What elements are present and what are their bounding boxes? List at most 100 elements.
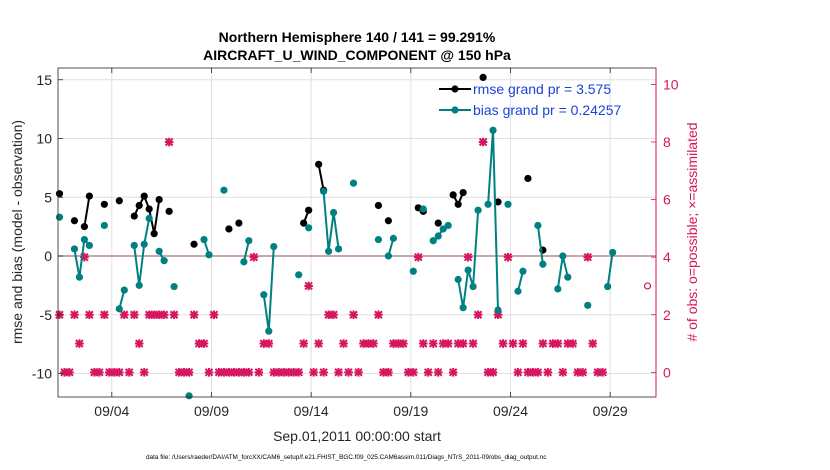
obs-assimilated-marker bbox=[169, 310, 179, 320]
y-tick-label-right: 2 bbox=[663, 307, 671, 323]
obs-assimilated-marker bbox=[438, 339, 448, 348]
legend-rmse-marker bbox=[451, 85, 459, 93]
obs-assimilated-marker bbox=[239, 368, 249, 377]
bias-point bbox=[265, 327, 273, 335]
obs-assimilated-marker bbox=[528, 368, 538, 377]
obs-assimilated-marker bbox=[389, 339, 398, 348]
bias-point bbox=[135, 281, 143, 289]
bias-point bbox=[474, 206, 482, 214]
obs-assimilated-marker bbox=[468, 339, 478, 348]
obs-assimilated-marker bbox=[139, 368, 149, 377]
legend-rmse-label: rmse grand pr = 3.575 bbox=[473, 81, 611, 97]
obs-assimilated-marker bbox=[588, 339, 598, 348]
obs-assimilated-marker bbox=[349, 310, 358, 320]
obs-assimilated-marker bbox=[60, 368, 69, 377]
obs-assimilated-marker bbox=[334, 368, 343, 377]
rmse-point bbox=[235, 219, 243, 227]
obs-assimilated-marker bbox=[473, 310, 483, 320]
x-tick-label: 09/09 bbox=[194, 403, 229, 419]
rmse-point bbox=[100, 200, 108, 208]
bias-line-segment bbox=[322, 191, 340, 252]
y-tick-label-right: 6 bbox=[663, 192, 671, 208]
obs-assimilated-marker bbox=[274, 368, 284, 377]
y-tick-label-right: 8 bbox=[663, 134, 671, 150]
bias-point bbox=[409, 267, 417, 275]
bias-point bbox=[100, 221, 108, 230]
obs-assimilated-marker bbox=[463, 252, 473, 262]
obs-assimilated-marker bbox=[124, 368, 134, 377]
obs-assimilated-marker bbox=[234, 368, 244, 377]
rmse-point bbox=[150, 230, 158, 238]
rmse-point bbox=[459, 188, 467, 197]
obs-assimilated-marker bbox=[224, 368, 234, 377]
rmse-point bbox=[315, 160, 323, 168]
rmse-point bbox=[55, 190, 64, 198]
obs-assimilated-marker bbox=[498, 339, 508, 348]
bias-point bbox=[454, 275, 462, 284]
obs-assimilated-marker bbox=[80, 252, 89, 262]
bias-point bbox=[609, 248, 617, 257]
rmse-point bbox=[190, 240, 198, 248]
bias-point bbox=[374, 235, 383, 244]
obs-assimilated-marker bbox=[194, 339, 204, 348]
obs-assimilated-marker bbox=[179, 368, 189, 377]
bias-point bbox=[260, 291, 268, 299]
obs-assimilated-marker bbox=[394, 339, 403, 348]
obs-assimilated-marker bbox=[593, 368, 602, 377]
series-layer bbox=[55, 73, 617, 400]
obs-assimilated-marker bbox=[329, 310, 338, 320]
obs-assimilated-marker bbox=[453, 339, 463, 348]
bias-point bbox=[245, 237, 253, 245]
bias-point bbox=[519, 267, 527, 275]
bias-point bbox=[489, 126, 497, 134]
rmse-point bbox=[479, 73, 487, 81]
bias-point bbox=[554, 285, 562, 293]
obs-assimilated-marker bbox=[209, 310, 219, 320]
obs-assimilated-marker bbox=[244, 368, 254, 377]
obs-assimilated-marker bbox=[409, 368, 418, 377]
rmse-point bbox=[384, 217, 392, 225]
obs-assimilated-marker bbox=[518, 339, 528, 348]
bias-point bbox=[559, 252, 567, 260]
obs-assimilated-marker bbox=[354, 368, 363, 377]
obs-assimilated-marker bbox=[219, 368, 229, 377]
obs-assimilated-marker bbox=[404, 368, 413, 377]
bias-point bbox=[200, 235, 208, 244]
obs-assimilated-marker bbox=[543, 368, 553, 377]
obs-assimilated-marker bbox=[164, 137, 174, 147]
obs-assimilated-marker bbox=[458, 339, 468, 348]
obs-assimilated-marker bbox=[433, 368, 443, 377]
obs-assimilated-marker bbox=[110, 368, 119, 377]
obs-assimilated-marker bbox=[523, 368, 533, 377]
obs-assimilated-marker bbox=[299, 339, 308, 348]
obs-assimilated-marker bbox=[379, 368, 388, 377]
obs-assimilated-marker bbox=[159, 310, 169, 320]
obs-assimilated-marker bbox=[558, 368, 568, 377]
footer-data-file: data file: /Users/raeder/DAI/ATM_forcXX/… bbox=[146, 454, 547, 461]
rmse-point bbox=[115, 197, 123, 205]
bias-line-segment bbox=[606, 252, 614, 287]
bias-point bbox=[145, 214, 153, 222]
bias-point bbox=[444, 221, 452, 230]
obs-assimilated-marker bbox=[538, 339, 548, 348]
bias-point bbox=[334, 245, 343, 253]
bias-point bbox=[469, 282, 477, 291]
y-tick-label-right: 10 bbox=[663, 76, 679, 92]
x-tick-label: 09/29 bbox=[593, 403, 628, 419]
bias-point bbox=[295, 271, 303, 279]
obs-assimilated-marker bbox=[488, 368, 498, 377]
chart-title-line2: AIRCRAFT_U_WIND_COMPONENT @ 150 hPa bbox=[203, 47, 511, 63]
rmse-point bbox=[454, 200, 462, 208]
bias-point bbox=[170, 282, 178, 291]
y-axis-label-right: # of obs: o=possible; ×=assimilated bbox=[684, 122, 700, 341]
rmse-point bbox=[374, 201, 383, 210]
rmse-point bbox=[85, 192, 93, 200]
rmse-point bbox=[494, 198, 502, 206]
obs-assimilated-marker bbox=[214, 368, 224, 377]
bias-point bbox=[55, 213, 64, 221]
bias-line-segment bbox=[133, 218, 151, 286]
bias-point bbox=[434, 232, 442, 240]
bias-point bbox=[240, 258, 248, 266]
obs-assimilated-marker bbox=[339, 339, 348, 348]
